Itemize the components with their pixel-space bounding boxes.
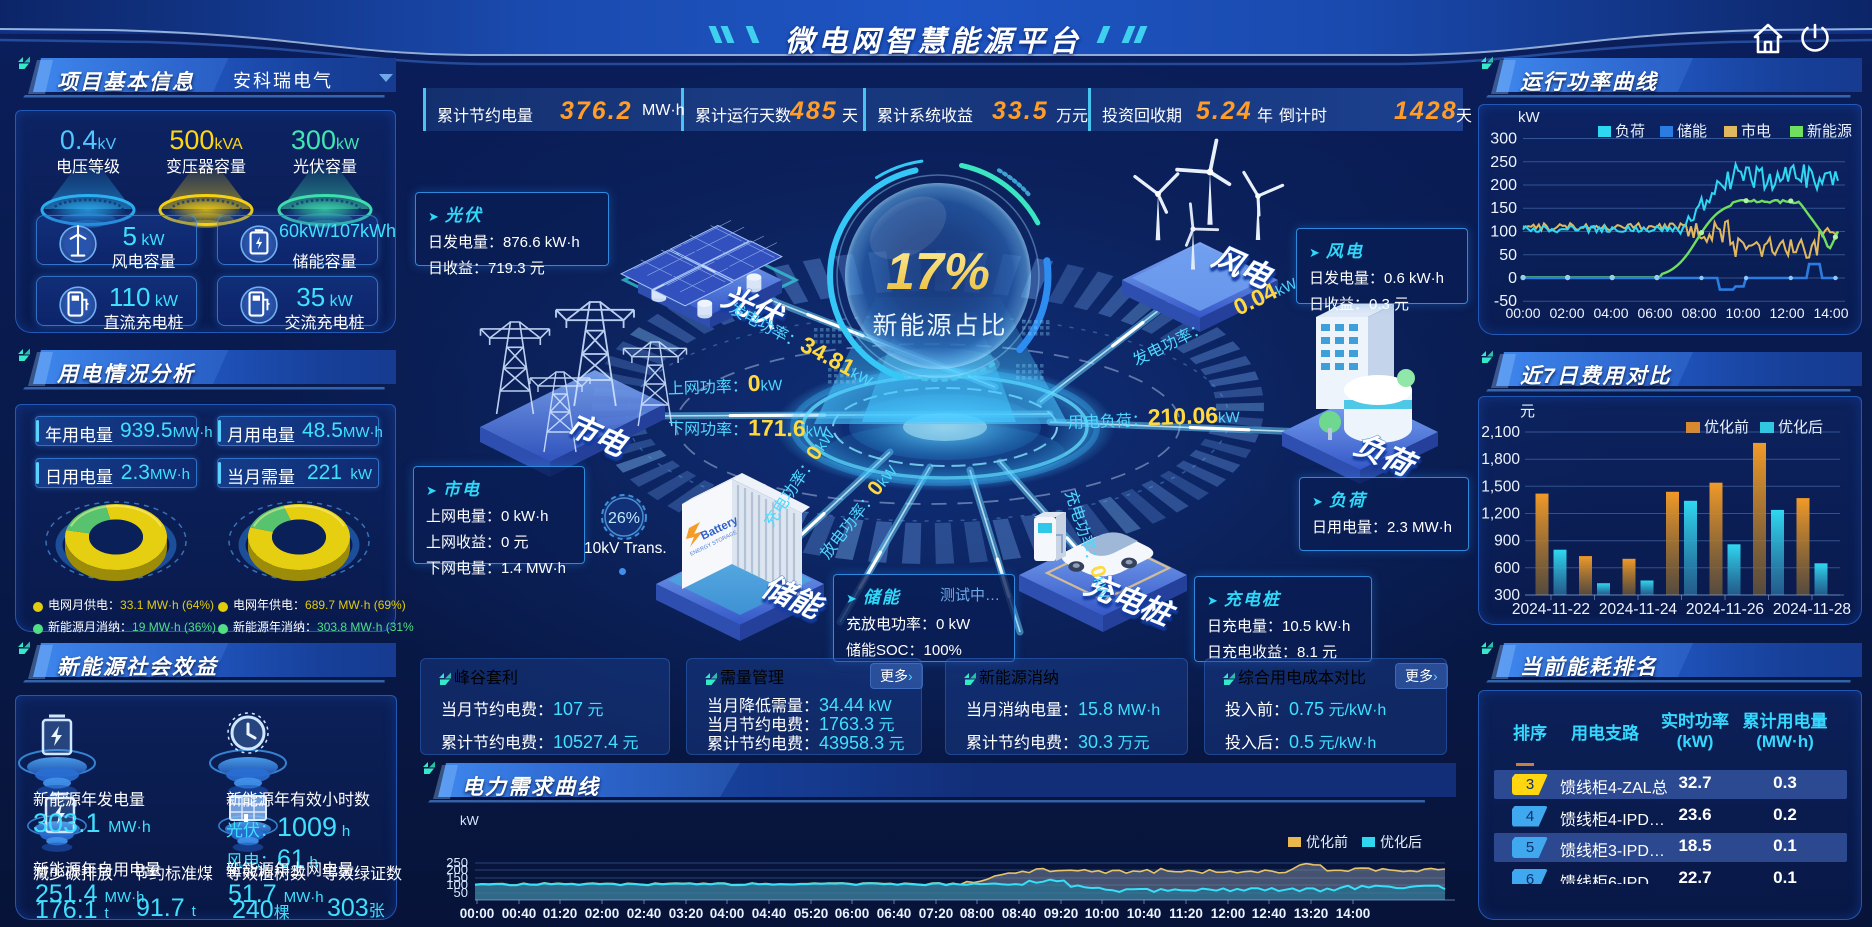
svg-text:150: 150 (1490, 200, 1517, 217)
svg-text:2024-11-22: 2024-11-22 (1512, 601, 1590, 618)
svg-text:0: 0 (1508, 270, 1517, 287)
svg-text:08:40: 08:40 (1002, 906, 1037, 921)
svg-text:200: 200 (1490, 177, 1517, 194)
svg-text:优化前: 优化前 (1704, 419, 1749, 436)
svg-text:12:00: 12:00 (1211, 906, 1246, 921)
svg-text:kW: kW (460, 815, 480, 828)
svg-text:01:20: 01:20 (543, 906, 578, 921)
svg-text:储能: 储能 (1677, 123, 1707, 140)
svg-text:12:00: 12:00 (1769, 305, 1804, 321)
svg-text:150: 150 (446, 870, 468, 885)
svg-text:200: 200 (446, 862, 468, 877)
svg-text:50: 50 (454, 885, 468, 900)
svg-text:kW: kW (1518, 109, 1541, 126)
svg-text:2,100: 2,100 (1481, 424, 1520, 441)
svg-text:08:00: 08:00 (1681, 305, 1716, 321)
svg-text:优化后: 优化后 (1380, 834, 1422, 850)
svg-text:09:20: 09:20 (1044, 906, 1079, 921)
svg-text:26%: 26% (608, 510, 640, 527)
svg-text:17%: 17% (886, 243, 990, 301)
svg-text:2024-11-24: 2024-11-24 (1599, 601, 1678, 618)
svg-text:08:00: 08:00 (960, 906, 995, 921)
svg-text:10:00: 10:00 (1725, 305, 1760, 321)
svg-text:02:00: 02:00 (585, 906, 620, 921)
svg-text:06:00: 06:00 (1637, 305, 1672, 321)
svg-text:11:20: 11:20 (1169, 906, 1203, 921)
svg-text:02:00: 02:00 (1549, 305, 1584, 321)
svg-text:10:00: 10:00 (1085, 906, 1120, 921)
svg-text:1,800: 1,800 (1481, 451, 1520, 468)
svg-text:04:00: 04:00 (1593, 305, 1628, 321)
svg-text:1,500: 1,500 (1481, 478, 1520, 495)
svg-text:00:00: 00:00 (1505, 305, 1540, 321)
svg-text:06:00: 06:00 (835, 906, 870, 921)
svg-text:13:20: 13:20 (1294, 906, 1329, 921)
svg-text:新能源: 新能源 (1807, 123, 1852, 140)
svg-text:02:40: 02:40 (627, 906, 662, 921)
svg-text:元: 元 (1520, 403, 1535, 420)
svg-text:市电: 市电 (1741, 123, 1771, 140)
svg-text:00:40: 00:40 (502, 906, 537, 921)
svg-text:100: 100 (1490, 224, 1517, 241)
svg-text:07:20: 07:20 (919, 906, 954, 921)
svg-text:负荷: 负荷 (1615, 123, 1645, 140)
svg-text:-50: -50 (1494, 293, 1517, 310)
svg-text:00:00: 00:00 (460, 906, 495, 921)
svg-text:1,200: 1,200 (1481, 506, 1520, 523)
svg-text:300: 300 (1494, 587, 1520, 604)
svg-text:2024-11-28: 2024-11-28 (1773, 601, 1851, 618)
svg-text:10:40: 10:40 (1127, 906, 1162, 921)
svg-text:300: 300 (1490, 131, 1517, 148)
svg-text:03:20: 03:20 (669, 906, 704, 921)
svg-text:06:40: 06:40 (877, 906, 912, 921)
svg-text:05:20: 05:20 (794, 906, 829, 921)
svg-text:新能源占比: 新能源占比 (872, 312, 1007, 340)
svg-text:250: 250 (1490, 154, 1517, 171)
svg-text:04:40: 04:40 (752, 906, 787, 921)
svg-text:50: 50 (1499, 247, 1517, 264)
svg-text:600: 600 (1494, 560, 1520, 577)
svg-text:14:00: 14:00 (1813, 305, 1848, 321)
svg-text:04:00: 04:00 (710, 906, 745, 921)
svg-text:优化后: 优化后 (1778, 419, 1823, 436)
svg-text:900: 900 (1494, 533, 1520, 550)
svg-text:优化前: 优化前 (1306, 834, 1348, 850)
svg-text:2024-11-26: 2024-11-26 (1686, 601, 1764, 618)
svg-text:100: 100 (446, 877, 468, 892)
svg-text:上网功率：0kW: 上网功率：0kW (667, 369, 783, 399)
svg-text:12:40: 12:40 (1252, 906, 1287, 921)
svg-text:14:00: 14:00 (1336, 906, 1371, 921)
svg-text:250: 250 (446, 855, 468, 870)
